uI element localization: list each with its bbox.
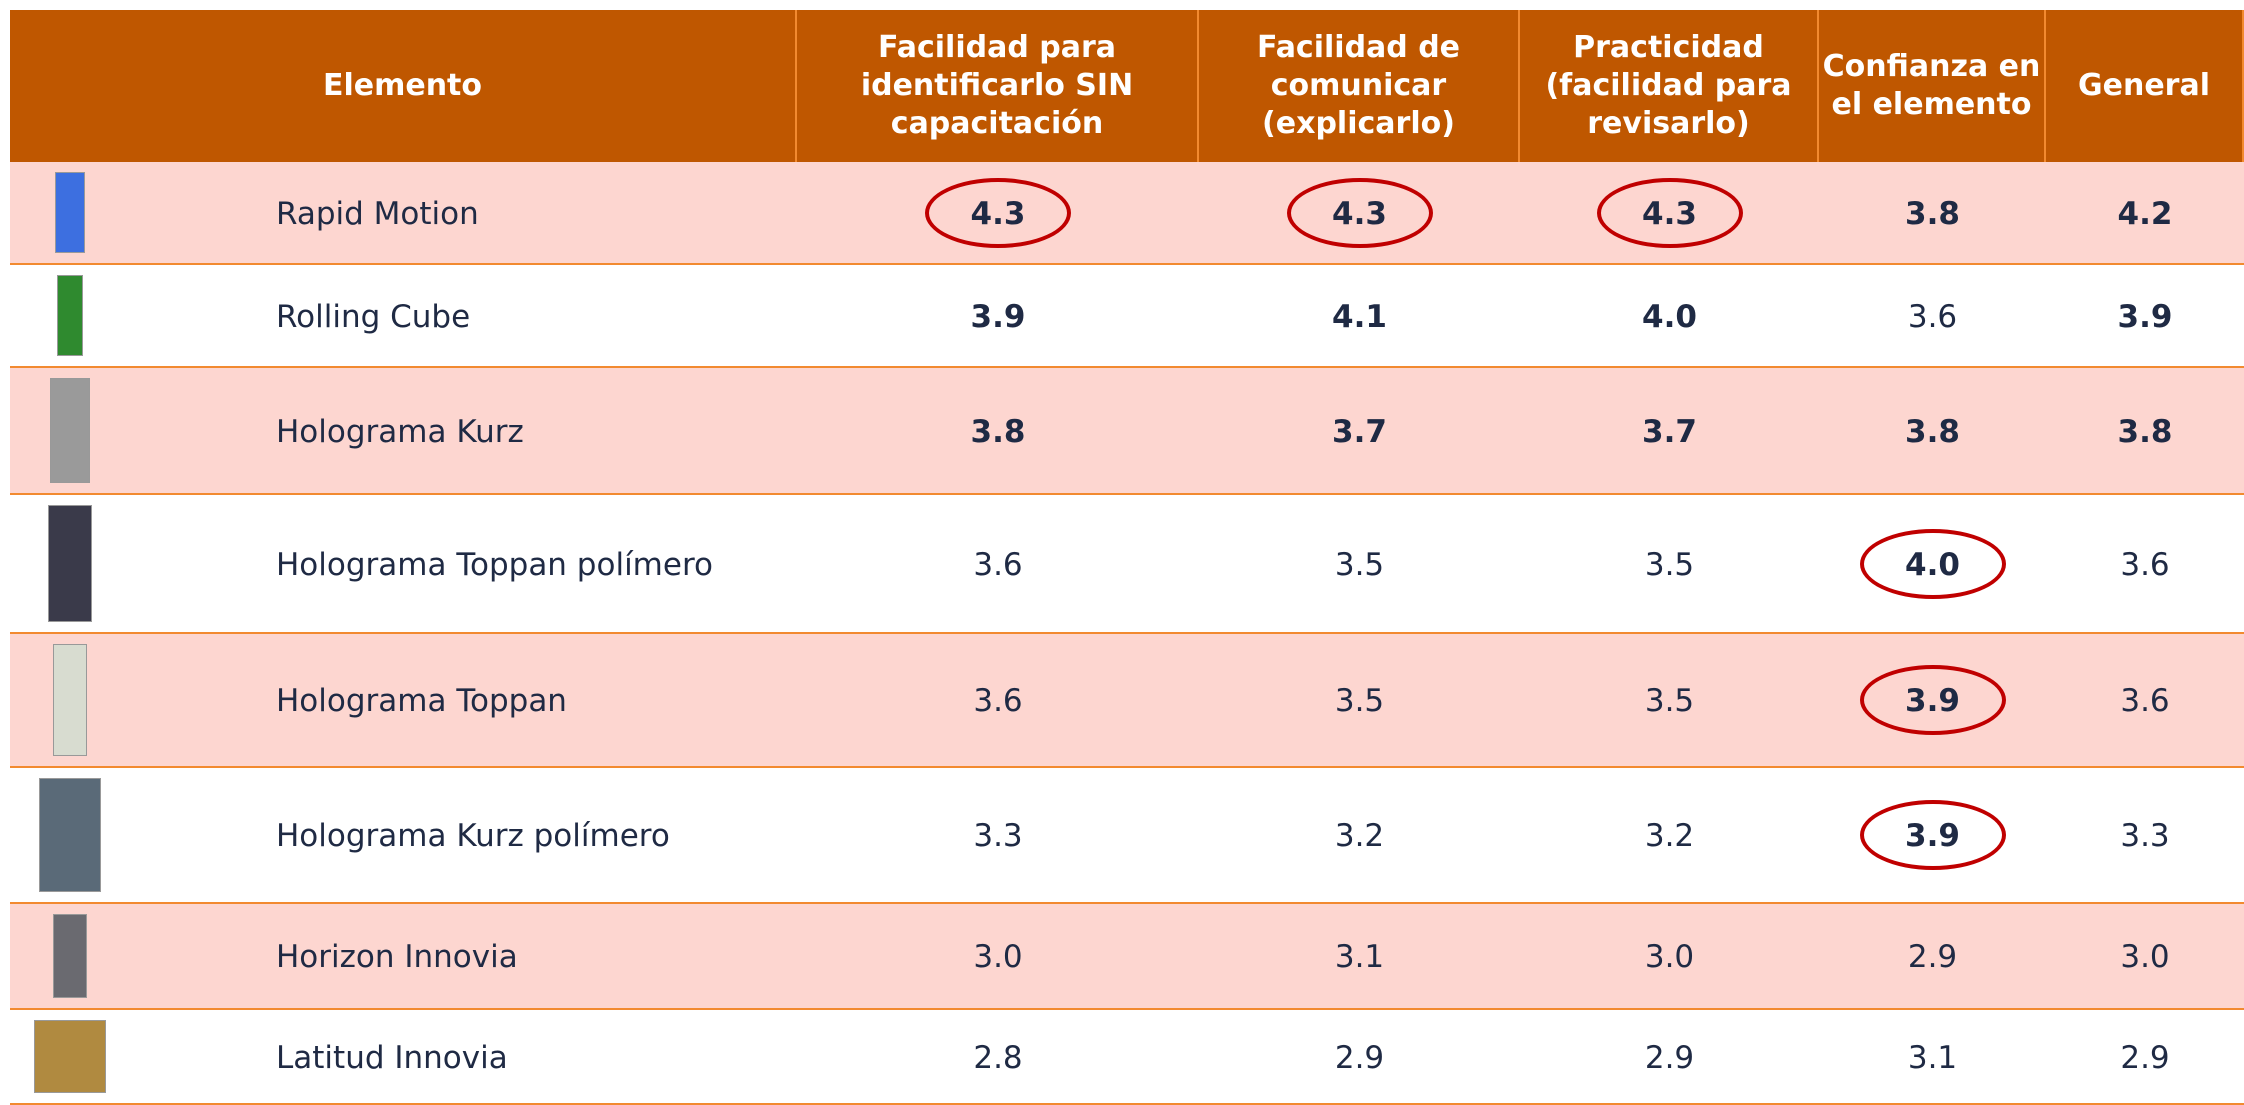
table-row bbox=[10, 162, 2244, 265]
header-line: Elemento bbox=[322, 68, 483, 103]
header-cell: Facilidad de comunicar (explicarlo) bbox=[1199, 10, 1520, 162]
table-row bbox=[10, 495, 2244, 634]
score-cell: 2.8 bbox=[973, 1039, 1023, 1076]
score-cell: 3.8 bbox=[1905, 413, 1960, 450]
header-cell: Practicidad (facilidad para revisarlo) bbox=[1520, 10, 1819, 162]
element-name: Holograma Kurz bbox=[276, 413, 524, 450]
element-name: Holograma Kurz polímero bbox=[276, 818, 670, 854]
element-thumbnail bbox=[57, 275, 83, 356]
score-cell: 3.6 bbox=[1907, 298, 1958, 335]
score-cell: 3.6 bbox=[973, 683, 1023, 719]
score-cell: 3.5 bbox=[1644, 683, 1695, 719]
score-cell: 2.9 bbox=[1334, 1039, 1385, 1076]
score-cell: 3.6 bbox=[2120, 546, 2170, 583]
score-cell: 4.2 bbox=[2117, 195, 2173, 232]
score-cell: 3.5 bbox=[1334, 546, 1385, 583]
score-cell: 2.9 bbox=[2120, 1039, 2170, 1076]
header-line: comunicar bbox=[1270, 68, 1447, 103]
header-cell: Elemento bbox=[10, 10, 797, 162]
score-cell: 3.1 bbox=[1907, 1039, 1958, 1076]
highlight-circle bbox=[925, 177, 1071, 248]
highlight-circle bbox=[1286, 177, 1433, 248]
score-cell: 3.8 bbox=[970, 413, 1026, 450]
score-cell: 3.6 bbox=[2120, 683, 2170, 719]
header-line: General bbox=[2078, 68, 2210, 103]
score-cell: 3.8 bbox=[2117, 413, 2173, 450]
header-line: Facilidad de bbox=[1256, 30, 1461, 65]
highlight-circle bbox=[1596, 177, 1743, 248]
highlight-circle bbox=[1859, 528, 2006, 599]
element-name: Horizon Innovia bbox=[276, 939, 518, 975]
table-row bbox=[10, 265, 2244, 368]
score-cell: 3.9 bbox=[2117, 298, 2173, 335]
table-row bbox=[10, 904, 2244, 1010]
element-name: Holograma Toppan bbox=[276, 683, 567, 719]
highlight-circle bbox=[1859, 800, 2006, 870]
element-thumbnail bbox=[48, 505, 92, 622]
score-cell: 3.8 bbox=[1905, 195, 1960, 232]
score-cell: 3.0 bbox=[2120, 939, 2170, 975]
header-line: (explicarlo) bbox=[1262, 106, 1455, 141]
score-cell: 3.3 bbox=[2120, 818, 2170, 854]
score-cell: 3.7 bbox=[1332, 413, 1387, 450]
header-line: el elemento bbox=[1831, 87, 2032, 122]
score-cell: 2.9 bbox=[1907, 939, 1958, 975]
element-thumbnail bbox=[53, 914, 87, 998]
header-line: (facilidad para bbox=[1545, 68, 1792, 103]
element-name: Latitud Innovia bbox=[276, 1039, 508, 1076]
element-thumbnail bbox=[53, 644, 87, 756]
score-cell: 2.9 bbox=[1644, 1039, 1695, 1076]
score-cell: 4.0 bbox=[1642, 298, 1697, 335]
header-line: identificarlo SIN bbox=[860, 68, 1134, 103]
score-cell: 3.1 bbox=[1334, 939, 1385, 975]
header-line: Confianza en bbox=[1822, 49, 2041, 84]
score-cell: 3.3 bbox=[973, 818, 1023, 854]
header-line: Facilidad para bbox=[877, 30, 1116, 65]
score-cell: 3.2 bbox=[1644, 818, 1695, 854]
header-line: capacitación bbox=[890, 106, 1104, 141]
table-row bbox=[10, 768, 2244, 904]
score-cell: 3.9 bbox=[970, 298, 1026, 335]
score-cell: 3.0 bbox=[1644, 939, 1695, 975]
score-cell: 3.7 bbox=[1642, 413, 1697, 450]
score-cell: 3.5 bbox=[1644, 546, 1695, 583]
element-thumbnail bbox=[34, 1020, 106, 1093]
score-cell: 3.0 bbox=[973, 939, 1023, 975]
element-thumbnail bbox=[55, 172, 85, 253]
header-cell: General bbox=[2046, 10, 2244, 162]
score-cell: 4.1 bbox=[1332, 298, 1387, 335]
element-thumbnail bbox=[50, 378, 90, 483]
score-cell: 3.5 bbox=[1334, 683, 1385, 719]
table-row bbox=[10, 368, 2244, 495]
element-name: Rapid Motion bbox=[276, 195, 479, 232]
header-cell: Facilidad para identificarlo SIN capacitac… bbox=[797, 10, 1199, 162]
score-cell: 3.6 bbox=[973, 546, 1023, 583]
header-line: revisarlo) bbox=[1587, 106, 1750, 141]
element-name: Rolling Cube bbox=[276, 298, 471, 335]
header-line: Practicidad bbox=[1573, 30, 1764, 65]
score-cell: 3.2 bbox=[1334, 818, 1385, 854]
highlight-circle bbox=[1859, 665, 2006, 735]
element-name: Holograma Toppan polímero bbox=[276, 546, 713, 583]
header-cell: Confianza en el elemento bbox=[1819, 10, 2046, 162]
table-row bbox=[10, 1010, 2244, 1105]
element-thumbnail bbox=[39, 778, 101, 892]
